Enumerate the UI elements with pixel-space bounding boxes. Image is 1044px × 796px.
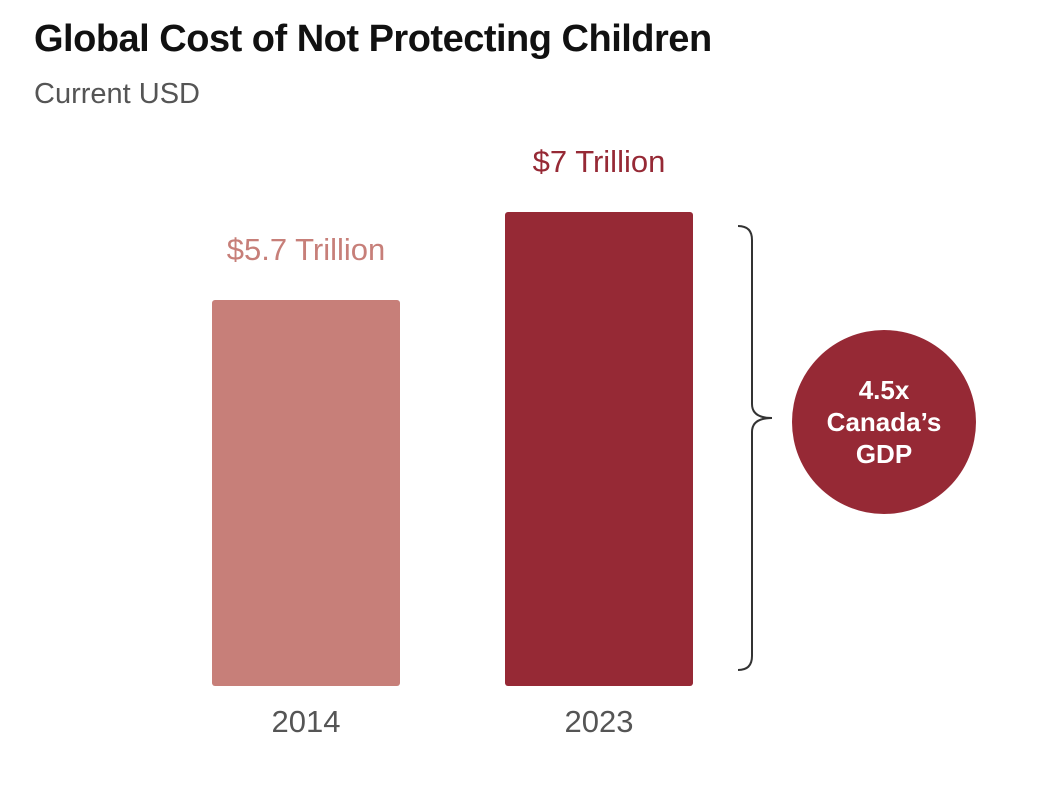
bar-2014 [212, 300, 400, 686]
callout-country: Canada’s [826, 407, 942, 437]
callout-text: 4.5x Canada’s GDP [827, 374, 942, 470]
gdp-comparison-callout: 4.5x Canada’s GDP [792, 330, 976, 514]
value-label-2023: $7 Trillion [533, 144, 666, 179]
category-label-2023: 2023 [565, 704, 634, 739]
chart-title: Global Cost of Not Protecting Children [34, 18, 712, 60]
category-label-2014: 2014 [272, 704, 341, 739]
callout-metric: GDP [855, 439, 913, 469]
chart-subtitle: Current USD [34, 78, 200, 110]
bar-2023 [505, 212, 693, 686]
bracket-annotation [737, 225, 773, 671]
bars-layer: $5.7 Trillion 2014 $7 Trillion 2023 [212, 144, 693, 739]
value-label-2014: $5.7 Trillion [227, 232, 386, 267]
callout-multiplier: 4.5x [858, 375, 910, 405]
